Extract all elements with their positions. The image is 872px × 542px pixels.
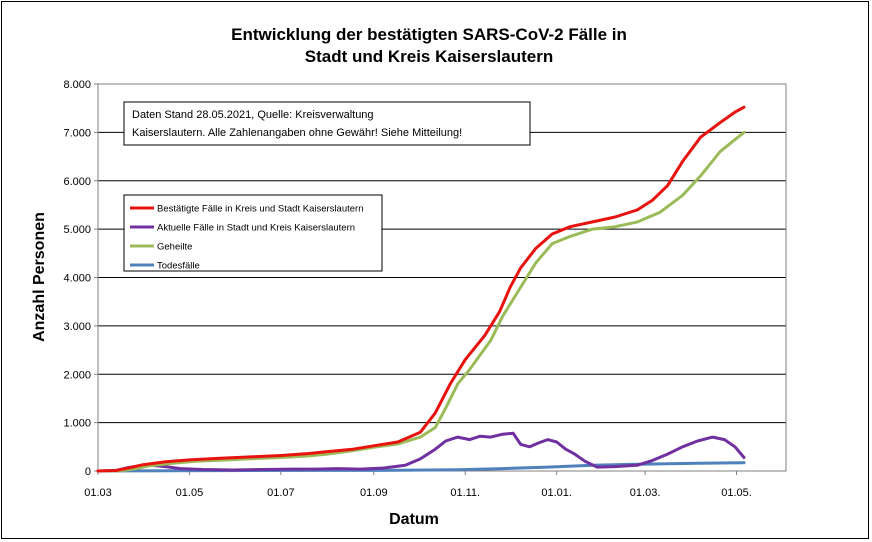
y-axis-title: Anzahl Personen [31, 212, 48, 342]
y-tick-label: 0 [85, 466, 91, 478]
series-line [96, 130, 746, 473]
y-axis-ticks: 0 1.000 2.000 3.000 4.000 5.000 6.000 7.000 8.00… [63, 79, 98, 478]
y-tick-label: 6.000 [63, 176, 91, 188]
x-tick-label: 01.01. [541, 487, 572, 499]
series-line [96, 105, 746, 473]
y-tick-label: 2.000 [63, 369, 91, 381]
source-note-line-1: Daten Stand 28.05.2021, Quelle: Kreisver… [132, 109, 374, 121]
chart-title-line-2: Stadt und Kreis Kaiserslautern [305, 47, 553, 66]
series-lines [96, 105, 746, 473]
legend-label: Geheilte [157, 242, 192, 253]
y-tick-label: 5.000 [63, 224, 91, 236]
x-axis-ticks: 01.03 01.05 01.07 01.09 01.11. 01.01. 01.03. 01… [84, 471, 752, 499]
x-tick-label: 01.07 [267, 487, 295, 499]
source-note: Daten Stand 28.05.2021, Quelle: Kreisver… [123, 101, 531, 146]
legend-label: Todesfälle [157, 261, 200, 272]
y-tick-label: 3.000 [63, 321, 91, 333]
legend-label: Bestätigte Fälle in Kreis und Stadt Kais… [157, 204, 363, 215]
x-axis-title: Datum [389, 511, 439, 528]
y-tick-label: 8.000 [63, 79, 91, 91]
y-tick-label: 7.000 [63, 127, 91, 139]
gridlines [98, 131, 786, 424]
x-tick-label: 01.05 [176, 487, 204, 499]
x-tick-label: 01.11. [450, 487, 480, 499]
x-tick-label: 01.05. [721, 487, 752, 499]
legend-entries: Bestätigte Fälle in Kreis und Stadt Kais… [130, 204, 363, 272]
chart-title-line-1: Entwicklung der bestätigten SARS-CoV-2 F… [231, 25, 627, 44]
y-tick-label: 1.000 [63, 418, 91, 430]
series-line [96, 431, 746, 473]
legend: Bestätigte Fälle in Kreis und Stadt Kais… [123, 194, 383, 272]
legend-label: Aktuelle Fälle in Stadt und Kreis Kaiser… [157, 223, 355, 234]
x-tick-label: 01.03 [84, 487, 112, 499]
x-tick-label: 01.09 [360, 487, 388, 499]
y-tick-label: 4.000 [63, 273, 91, 285]
legend-box [123, 194, 383, 272]
source-note-box [123, 101, 531, 146]
source-note-line-2: Kaiserslautern. Alle Zahlenangaben ohne … [132, 127, 462, 139]
x-tick-label: 01.03. [630, 487, 661, 499]
